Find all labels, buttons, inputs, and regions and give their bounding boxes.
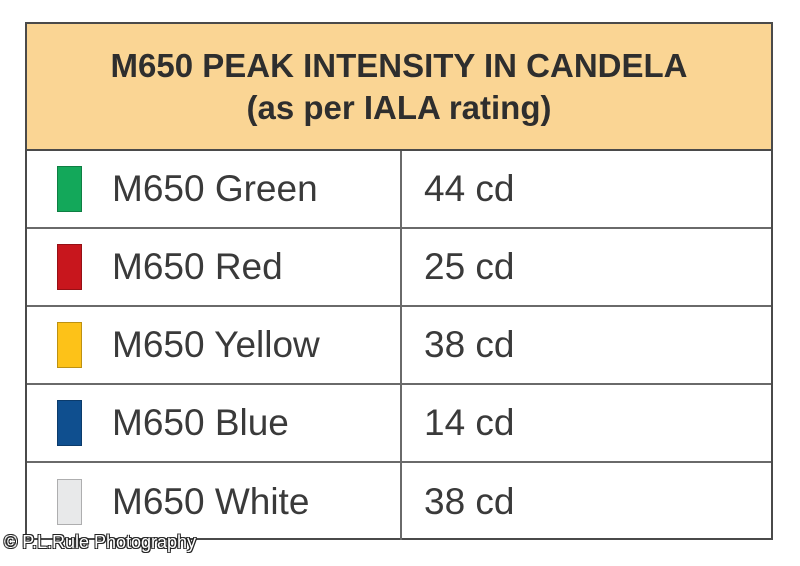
photo-credit: © P.L.Rule Photography	[4, 532, 197, 552]
yellow-swatch-icon	[57, 322, 82, 368]
name-cell: M650 Yellow	[27, 307, 402, 383]
row-name: M650 White	[112, 480, 310, 522]
name-cell: M650 Green	[27, 151, 402, 227]
table-row-blue: M650 Blue 14 cd	[27, 385, 771, 463]
red-swatch-icon	[57, 244, 82, 290]
intensity-table: M650 PEAK INTENSITY IN CANDELA (as per I…	[25, 22, 773, 540]
row-name: M650 Red	[112, 246, 283, 287]
name-cell: M650 Red	[27, 229, 402, 305]
row-value: 44 cd	[424, 168, 515, 209]
table-subtitle: (as per IALA rating)	[246, 88, 552, 126]
name-cell: M650 White	[27, 463, 402, 540]
table-title: M650 PEAK INTENSITY IN CANDELA	[110, 46, 688, 84]
table-row-white: M650 White 38 cd	[27, 463, 771, 540]
blue-swatch-icon	[57, 400, 82, 446]
table-row-red: M650 Red 25 cd	[27, 229, 771, 307]
row-name: M650 Yellow	[112, 324, 320, 365]
white-swatch-icon	[57, 478, 82, 525]
row-value: 25 cd	[424, 246, 515, 287]
row-value: 14 cd	[424, 402, 515, 443]
table-row-yellow: M650 Yellow 38 cd	[27, 307, 771, 385]
row-name: M650 Blue	[112, 402, 289, 443]
green-swatch-icon	[57, 166, 82, 212]
name-cell: M650 Blue	[27, 385, 402, 461]
table-row-green: M650 Green 44 cd	[27, 151, 771, 229]
table-header: M650 PEAK INTENSITY IN CANDELA (as per I…	[27, 24, 771, 151]
row-value: 38 cd	[424, 480, 515, 522]
row-name: M650 Green	[112, 168, 318, 209]
row-value: 38 cd	[424, 324, 515, 365]
